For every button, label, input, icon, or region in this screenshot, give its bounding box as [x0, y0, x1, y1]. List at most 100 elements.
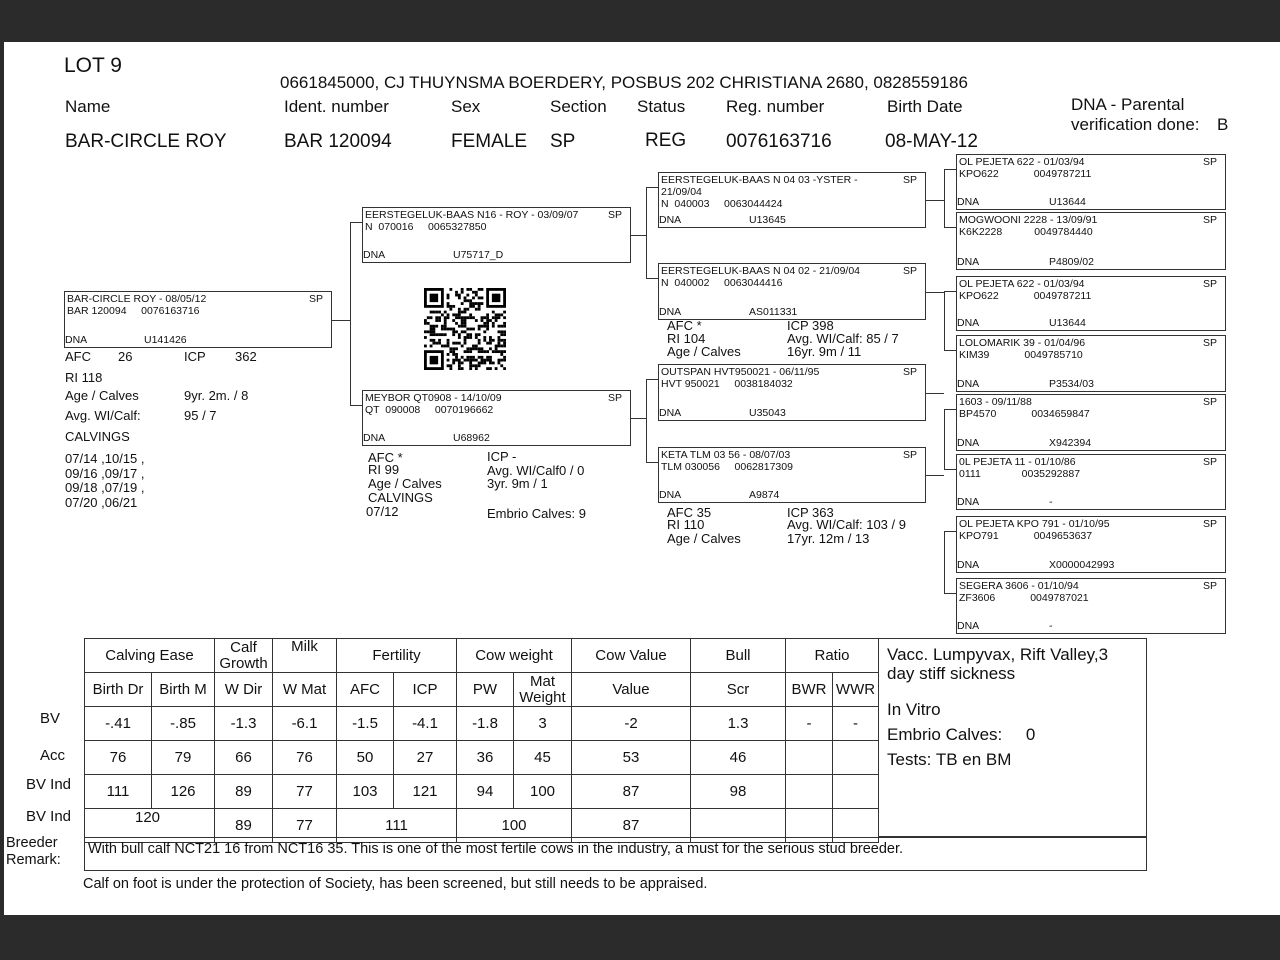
dna-label: DNA	[659, 306, 682, 318]
cell: AFC	[336, 672, 394, 707]
group-header: Bull	[690, 638, 786, 673]
dam-wi: Avg. WI/Calf0 / 0	[487, 463, 585, 478]
breeding-values-table: Calving Ease Calf Growth Milk Fertility …	[84, 638, 879, 843]
animal-section: SP	[1202, 156, 1217, 168]
connector-line	[646, 187, 647, 278]
connector-line	[944, 531, 945, 593]
animal-box: LOLOMARIK 39 - 01/04/96 SP KIM39 004978571…	[956, 335, 1226, 392]
animal-ident: KPO622 0049787211	[959, 290, 1092, 302]
cell: 36	[456, 740, 514, 775]
animal-section: SP	[902, 265, 917, 277]
subject-icp-label: ICP	[184, 349, 206, 364]
animal-name: EERSTEGELUK-BAAS N 04 02 - 21/09/04	[661, 265, 861, 277]
animal-ident: K6K2228 0049784440	[959, 226, 1093, 238]
connector-line	[944, 169, 945, 227]
connector-line	[631, 418, 646, 419]
label-section: Section	[550, 97, 607, 116]
value-status: REG	[645, 130, 687, 151]
connector-line	[944, 531, 956, 532]
dna-value: X0000042993	[1049, 559, 1115, 571]
dam-ri: RI 99	[368, 462, 400, 477]
group-header: Calf Growth	[214, 638, 273, 673]
animal-ident: ZF3606 0049787021	[959, 592, 1089, 604]
connector-line	[944, 227, 956, 228]
value-birth: 08-MAY-12	[885, 131, 978, 152]
cell: 50	[336, 740, 394, 775]
cell: 79	[151, 740, 215, 775]
dna-value: P3534/03	[1049, 378, 1094, 390]
cell: 77	[272, 774, 337, 809]
connector-line	[944, 169, 956, 170]
animal-ident: HVT 950021 0038184032	[661, 378, 793, 390]
cell: 1.3	[690, 706, 786, 741]
calvings-line: 07/20 ,06/21	[65, 495, 138, 510]
animal-section: SP	[1202, 214, 1217, 226]
calvings-line: 07/14 ,10/15 ,	[65, 451, 145, 466]
animal-ident: BAR 120094 0076163716	[67, 305, 200, 317]
cell: 76	[272, 740, 337, 775]
owner-info: 0661845000, CJ THUYNSMA BOERDERY, POSBUS…	[280, 73, 968, 92]
cell: 98	[690, 774, 786, 809]
cell: 94	[456, 774, 514, 809]
dna-label: DNA	[957, 317, 980, 329]
cell: 76	[84, 740, 152, 775]
label-name: Name	[65, 97, 111, 116]
animal-name: MOGWOONI 2228 - 13/09/91	[959, 214, 1098, 226]
dna-value: -	[1049, 496, 1053, 508]
connector-line	[944, 409, 945, 469]
cell: 121	[393, 774, 457, 809]
sd-ri: RI 104	[667, 331, 706, 346]
dna-value: -	[1049, 620, 1053, 632]
subject-ri: RI 118	[65, 370, 103, 385]
animal-ident: N 070016 0065327850	[365, 221, 487, 233]
animal-box: EERSTEGELUK-BAAS N 04 02 - 21/09/04 SP N 0…	[658, 263, 926, 320]
connector-line	[944, 291, 945, 350]
animal-box: OL PEJETA KPO 791 - 01/10/95 SP KPO791 004…	[956, 516, 1226, 573]
cell: 27	[393, 740, 457, 775]
cell: WWR	[832, 672, 879, 707]
cell: 89	[214, 774, 273, 809]
dd-age: 17yr. 12m / 13	[787, 531, 870, 546]
dna-label: DNA	[659, 489, 682, 501]
cell: W Mat	[272, 672, 337, 707]
cell: ICP	[393, 672, 457, 707]
qr-code	[424, 288, 506, 370]
dd-age-label: Age / Calves	[667, 531, 741, 546]
cell: 111	[84, 774, 152, 809]
group-header: Ratio	[785, 638, 879, 673]
dna-label: DNA	[65, 334, 88, 346]
dna-label: DNA	[957, 496, 980, 508]
sd-age-label: Age / Calves	[667, 344, 741, 359]
dna-label: DNA	[957, 378, 980, 390]
dna-value: U141426	[144, 334, 187, 346]
animal-ident: TLM 030056 0062817309	[661, 461, 793, 473]
group-header: Calving Ease	[84, 638, 215, 673]
group-header: Cow Value	[571, 638, 691, 673]
animal-box: OL PEJETA 622 - 01/03/94 SP KPO622 0049787…	[956, 276, 1226, 331]
animal-name: EERSTEGELUK-BAAS N 04 03 -YSTER - 21/09/…	[661, 174, 858, 198]
dna-value: B	[1217, 115, 1229, 134]
animal-ident: 0111 0035292887	[959, 468, 1081, 480]
animal-box: EERSTEGELUK-BAAS N 04 03 -YSTER - 21/09/…	[658, 172, 926, 228]
vaccination-note: Vacc. Lumpyvax, Rift Valley,3 day stiff …	[887, 645, 1109, 683]
cell: -4.1	[393, 706, 457, 741]
value-sex: FEMALE	[451, 131, 528, 152]
animal-box: 0L PEJETA 11 - 01/10/86 SP 0111 0035292887…	[956, 454, 1226, 510]
row-label-bv: BV	[40, 710, 61, 727]
cell: -.85	[151, 706, 215, 741]
subject-wi-label: Avg. WI/Calf:	[65, 408, 141, 423]
connector-line	[944, 469, 956, 470]
cell: -	[785, 706, 833, 741]
animal-section: SP	[1202, 396, 1217, 408]
animal-name: 1603 - 09/11/88	[959, 396, 1032, 408]
group-header: Fertility	[336, 638, 457, 673]
animal-ident: KPO791 0049653637	[959, 530, 1093, 542]
label-dna-1: DNA - Parental	[1071, 95, 1185, 114]
animal-section: SP	[607, 209, 622, 221]
cell: Scr	[690, 672, 786, 707]
cell	[832, 774, 879, 809]
cell: W Dir	[214, 672, 273, 707]
dna-value: U68962	[453, 432, 490, 444]
animal-name: KETA TLM 03 56 - 08/07/03	[661, 449, 791, 461]
cell: PW	[456, 672, 514, 707]
